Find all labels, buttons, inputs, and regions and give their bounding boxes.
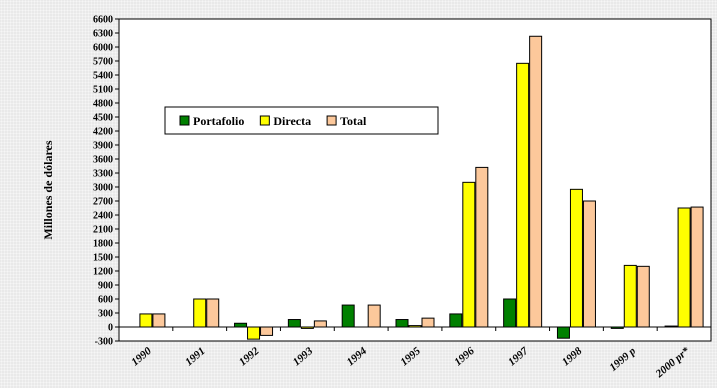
y-tick-label: 5100 bbox=[93, 85, 113, 96]
y-tick-label: 900 bbox=[98, 281, 113, 292]
y-tick-label: 4200 bbox=[93, 127, 113, 138]
y-tick-label: 4800 bbox=[93, 99, 113, 110]
y-tick-label: 600 bbox=[98, 295, 113, 306]
x-tick-label: 1997 bbox=[506, 345, 531, 369]
y-tick-label: 5700 bbox=[93, 57, 113, 68]
x-tick-label: 2000 pr* bbox=[653, 345, 693, 381]
x-tick-label: 1992 bbox=[237, 345, 262, 369]
legend-swatch bbox=[259, 115, 270, 126]
y-axis-title: Millones de dólares bbox=[41, 140, 55, 239]
x-tick-label: 1995 bbox=[398, 345, 423, 369]
bar-directa-1991 bbox=[193, 298, 207, 328]
bar-total-1994 bbox=[367, 304, 381, 328]
bar-directa-1996 bbox=[462, 181, 476, 328]
bars-layer bbox=[139, 35, 704, 340]
legend-label: Portafolio bbox=[193, 114, 244, 128]
x-tick-label: 1991 bbox=[183, 345, 208, 368]
bar-total-1998 bbox=[582, 200, 596, 328]
bar-total-2000-pr- bbox=[690, 206, 704, 328]
bar-portafolio-1994 bbox=[341, 304, 355, 328]
x-tick-label: 1999 p bbox=[607, 345, 638, 374]
y-tick-label: 3000 bbox=[93, 183, 113, 194]
y-tick-label: 6600 bbox=[93, 15, 113, 26]
y-tick-label: 300 bbox=[98, 309, 113, 320]
bar-directa-1990 bbox=[139, 313, 153, 328]
y-tick-label: 3900 bbox=[93, 141, 113, 152]
legend-label: Directa bbox=[273, 114, 311, 128]
bar-total-1996 bbox=[475, 166, 489, 328]
bar-portafolio-1995 bbox=[395, 319, 409, 328]
x-tick-label: 1990 bbox=[129, 345, 154, 369]
y-tick-label: 2700 bbox=[93, 197, 113, 208]
y-tick-label: 2100 bbox=[93, 225, 113, 236]
bar-directa-2000-pr- bbox=[677, 207, 691, 328]
bar-total-1991 bbox=[206, 298, 220, 328]
x-tick-label: 1998 bbox=[560, 345, 585, 369]
bar-portafolio-1993 bbox=[287, 319, 301, 328]
bar-total-1997 bbox=[529, 35, 543, 328]
bar-total-1999-p bbox=[636, 265, 650, 328]
bar-directa-1992 bbox=[247, 326, 261, 340]
y-tick-label: 1800 bbox=[93, 239, 113, 250]
bar-total-1990 bbox=[152, 313, 166, 328]
bar-total-1992 bbox=[260, 326, 274, 336]
legend: Portafolio Directa Total bbox=[164, 106, 439, 135]
x-tick-label: 1993 bbox=[291, 345, 316, 369]
y-tick-label: 3300 bbox=[93, 169, 113, 180]
bar-portafolio-1997 bbox=[503, 298, 517, 328]
x-tick-label: 1994 bbox=[345, 345, 370, 369]
y-tick-label: 3600 bbox=[93, 155, 113, 166]
plot-frame bbox=[118, 18, 712, 342]
y-tick-label: 2400 bbox=[93, 211, 113, 222]
y-tick-label: 4500 bbox=[93, 113, 113, 124]
y-tick-label: 1200 bbox=[93, 267, 113, 278]
x-tick-label: 1996 bbox=[452, 345, 477, 369]
bar-total-1993 bbox=[313, 320, 327, 328]
y-axis: -300 0 300 600 900 1200 1500 1800 2100 2400 2700 30… bbox=[93, 15, 119, 348]
bar-portafolio-1992 bbox=[234, 322, 248, 328]
y-tick-label: 0 bbox=[108, 323, 113, 334]
bar-directa-1998 bbox=[569, 188, 583, 328]
y-tick-label: 5400 bbox=[93, 71, 113, 82]
bar-directa-1999-p bbox=[623, 264, 637, 328]
legend-swatch bbox=[179, 115, 190, 126]
bar-portafolio-1998 bbox=[556, 326, 570, 339]
bar-total-1995 bbox=[421, 317, 435, 328]
legend-label: Total bbox=[340, 114, 367, 128]
bar-portafolio-1996 bbox=[449, 313, 463, 328]
y-tick-label: -300 bbox=[95, 337, 113, 348]
bar-directa-1997 bbox=[516, 62, 530, 328]
legend-swatch bbox=[326, 115, 337, 126]
y-tick-label: 6300 bbox=[93, 29, 113, 40]
legend-box bbox=[164, 106, 439, 135]
y-tick-label: 1500 bbox=[93, 253, 113, 264]
y-tick-label: 6000 bbox=[93, 43, 113, 54]
